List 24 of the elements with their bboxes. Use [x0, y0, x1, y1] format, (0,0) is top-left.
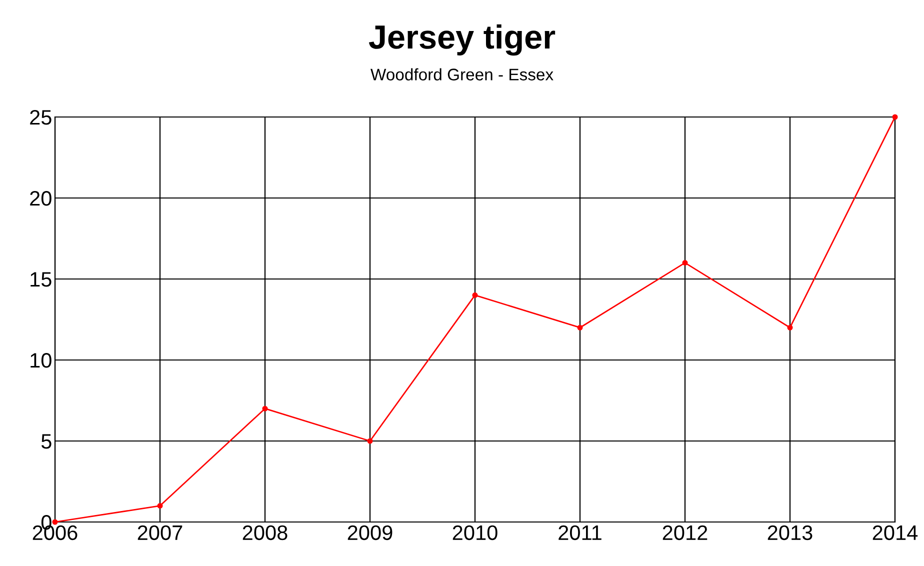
x-tick-label: 2014	[872, 525, 918, 540]
y-tick-label: 20	[30, 191, 52, 206]
point	[52, 519, 58, 525]
y-tick-label: 5	[41, 434, 52, 449]
y-tick-label: 25	[30, 110, 52, 125]
point	[472, 292, 478, 298]
y-tick-label: 15	[30, 272, 52, 287]
point	[682, 260, 688, 266]
x-tick-label: 2012	[662, 525, 708, 540]
point	[892, 114, 898, 120]
chart-title: Jersey tiger	[368, 24, 556, 56]
x-tick-label: 2007	[138, 525, 182, 540]
x-tick-label: 2013	[768, 525, 812, 540]
x-tick-label: 2008	[242, 525, 288, 540]
point	[157, 503, 163, 509]
chart-subtitle: Woodford Green - Essex	[370, 68, 554, 80]
y-tick-label: 10	[30, 353, 52, 368]
point	[367, 438, 373, 444]
x-tick-label: 2011	[558, 525, 602, 540]
point	[577, 324, 583, 330]
x-tick-label: 2009	[348, 525, 392, 540]
x-tick-label: 2010	[452, 525, 498, 540]
point	[262, 406, 268, 412]
point	[787, 324, 793, 330]
